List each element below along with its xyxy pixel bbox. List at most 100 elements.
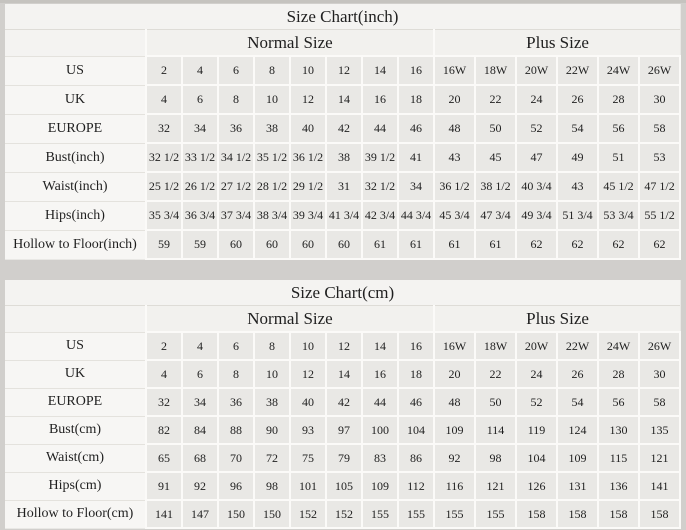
size-value-cell: 70	[217, 443, 255, 473]
size-value-cell: 114	[474, 415, 517, 445]
size-value-cell: 4	[181, 331, 219, 361]
corner-cell	[5, 305, 147, 332]
size-value-cell: 24W	[597, 55, 640, 86]
size-value-cell: 54	[556, 387, 599, 417]
size-value-cell: 8	[217, 359, 255, 389]
size-value-cell: 116	[433, 471, 476, 501]
size-value-cell: 96	[217, 471, 255, 501]
size-value-cell: 51 3/4	[556, 200, 599, 231]
size-value-cell: 35 1/2	[253, 142, 291, 173]
size-value-cell: 18W	[474, 55, 517, 86]
size-value-cell: 6	[181, 84, 219, 115]
group-header-row: Normal Size Plus Size	[5, 305, 681, 333]
size-value-cell: 2	[145, 55, 183, 86]
size-value-cell: 26 1/2	[181, 171, 219, 202]
size-value-cell: 150	[217, 499, 255, 529]
size-value-cell: 48	[433, 113, 476, 144]
size-value-cell: 18W	[474, 331, 517, 361]
size-value-cell: 4	[145, 84, 183, 115]
row-label: US	[5, 331, 147, 360]
size-value-cell: 8	[253, 55, 291, 86]
size-value-cell: 126	[515, 471, 558, 501]
size-value-cell: 43	[556, 171, 599, 202]
size-value-cell: 62	[556, 229, 599, 260]
size-value-cell: 32	[145, 387, 183, 417]
size-value-cell: 141	[637, 471, 682, 501]
size-value-cell: 158	[597, 499, 640, 529]
row-label: Hips(cm)	[5, 471, 147, 500]
size-value-cell: 61	[433, 229, 476, 260]
size-value-cell: 38	[253, 113, 291, 144]
size-value-cell: 88	[217, 415, 255, 445]
size-value-cell: 100	[361, 415, 399, 445]
size-value-cell: 18	[397, 84, 435, 115]
top-edge-strip	[0, 0, 686, 3]
size-value-cell: 28 1/2	[253, 171, 291, 202]
row-label: Waist(inch)	[5, 171, 147, 201]
size-value-cell: 36 1/2	[289, 142, 327, 173]
size-value-cell: 14	[325, 359, 363, 389]
size-value-cell: 42 3/4	[361, 200, 399, 231]
size-value-cell: 12	[289, 359, 327, 389]
size-value-cell: 24	[515, 84, 558, 115]
row-label: EUROPE	[5, 113, 147, 143]
size-value-cell: 32 1/2	[361, 171, 399, 202]
group-header-normal-size: Normal Size	[146, 305, 434, 333]
size-value-cell: 42	[325, 113, 363, 144]
size-value-cell: 20	[433, 84, 476, 115]
size-chart-inch-table: Size Chart(inch) Normal Size Plus Size U…	[5, 4, 682, 260]
size-value-cell: 36	[217, 113, 255, 144]
size-value-cell: 112	[397, 471, 435, 501]
size-value-cell: 38 3/4	[253, 200, 291, 231]
table-row: Hollow to Floor(cm) 141 147 150 150 152 152 155…	[5, 499, 682, 529]
size-value-cell: 155	[474, 499, 517, 529]
size-value-cell: 38	[253, 387, 291, 417]
size-value-cell: 39 3/4	[289, 200, 327, 231]
size-value-cell: 150	[253, 499, 291, 529]
size-value-cell: 22W	[556, 331, 599, 361]
size-value-cell: 20W	[515, 55, 558, 86]
size-value-cell: 14	[361, 331, 399, 361]
group-header-plus-size: Plus Size	[432, 305, 681, 333]
size-value-cell: 91	[145, 471, 183, 501]
size-value-cell: 109	[361, 471, 399, 501]
size-value-cell: 121	[474, 471, 517, 501]
size-value-cell: 16	[361, 359, 399, 389]
size-value-cell: 31	[325, 171, 363, 202]
size-value-cell: 34	[397, 171, 435, 202]
size-value-cell: 58	[637, 113, 682, 144]
size-value-cell: 62	[637, 229, 682, 260]
size-value-cell: 59	[181, 229, 219, 260]
size-value-cell: 82	[145, 415, 183, 445]
size-value-cell: 58	[637, 387, 682, 417]
size-value-cell: 14	[325, 84, 363, 115]
table-row: US 2 4 6 8 10 12 14 16 16W 18W 20W 22W 24W 26W	[5, 55, 682, 86]
size-value-cell: 46	[397, 113, 435, 144]
group-header-row: Normal Size Plus Size	[5, 29, 681, 57]
size-value-cell: 47 3/4	[474, 200, 517, 231]
size-value-cell: 8	[253, 331, 291, 361]
size-value-cell: 47	[515, 142, 558, 173]
table-row: Waist(cm) 65 68 70 72 75 79 83 86 92 98 104 109 115 12…	[5, 443, 682, 473]
size-value-cell: 155	[361, 499, 399, 529]
size-value-cell: 83	[361, 443, 399, 473]
size-value-cell: 47 1/2	[637, 171, 682, 202]
table-row: Bust(inch) 32 1/2 33 1/2 34 1/2 35 1/2 36 1/2…	[5, 142, 682, 173]
size-value-cell: 44	[361, 387, 399, 417]
size-value-cell: 79	[325, 443, 363, 473]
size-value-cell: 135	[637, 415, 682, 445]
table-row: Waist(inch) 25 1/2 26 1/2 27 1/2 28 1/2 29 1/…	[5, 171, 682, 202]
size-value-cell: 121	[637, 443, 682, 473]
size-value-cell: 22W	[556, 55, 599, 86]
size-value-cell: 41 3/4	[325, 200, 363, 231]
size-value-cell: 48	[433, 387, 476, 417]
size-value-cell: 36 1/2	[433, 171, 476, 202]
size-value-cell: 38	[325, 142, 363, 173]
size-value-cell: 45 3/4	[433, 200, 476, 231]
size-value-cell: 38 1/2	[474, 171, 517, 202]
size-value-cell: 24W	[597, 331, 640, 361]
size-value-cell: 16	[361, 84, 399, 115]
size-value-cell: 62	[597, 229, 640, 260]
size-value-cell: 28	[597, 359, 640, 389]
size-value-cell: 52	[515, 387, 558, 417]
